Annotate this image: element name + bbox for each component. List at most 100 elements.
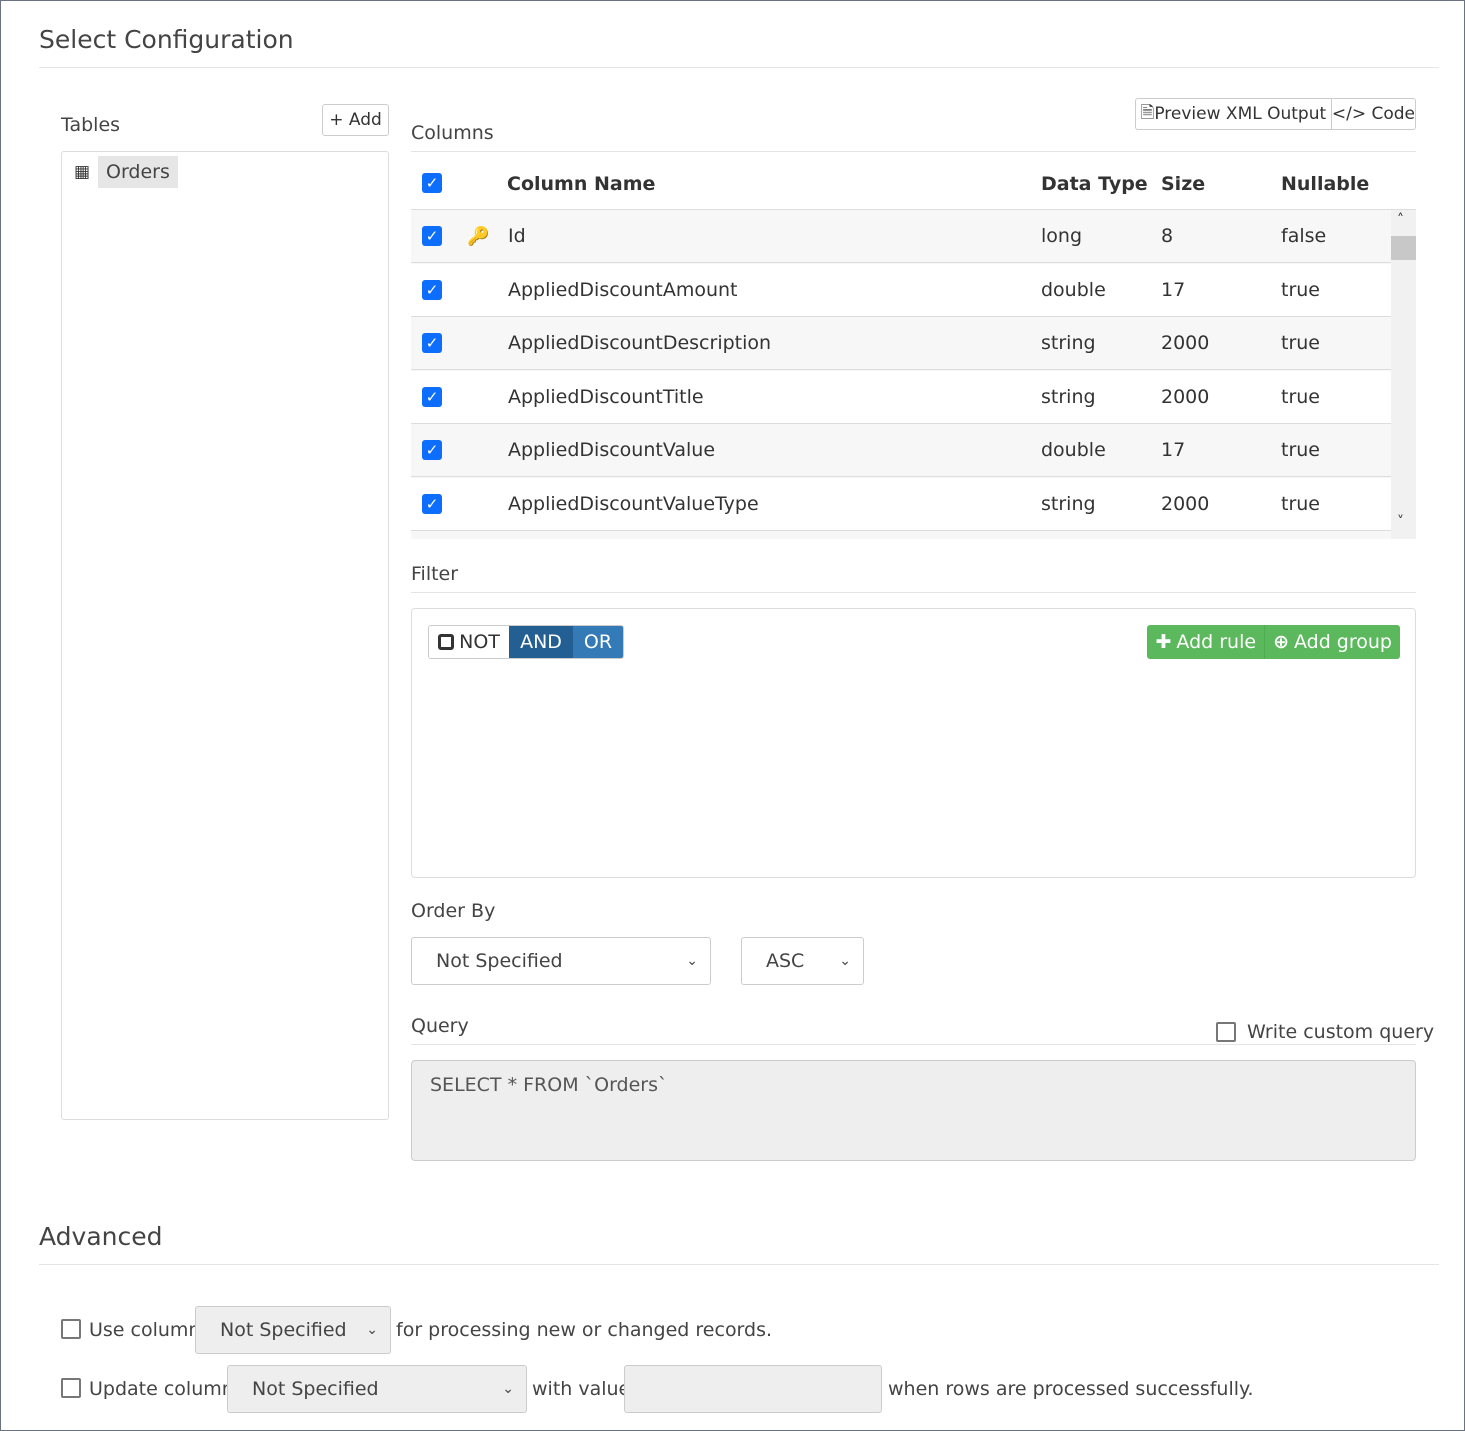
update-value-input[interactable] bbox=[624, 1365, 882, 1413]
row-checkbox[interactable]: ✓ bbox=[422, 494, 442, 514]
code-label: Code bbox=[1371, 104, 1415, 124]
filter-label: Filter bbox=[411, 563, 459, 585]
table-row[interactable]: ✓ 🔑 Id long 8 false bbox=[411, 210, 1391, 263]
code-icon: </> bbox=[1331, 104, 1372, 124]
nullable: true bbox=[1281, 385, 1320, 408]
column-name: Id bbox=[508, 225, 526, 247]
with-value-label: with value bbox=[532, 1378, 631, 1400]
scroll-down-icon[interactable]: ˅ bbox=[1397, 514, 1404, 530]
row-checkbox[interactable]: ✓ bbox=[422, 226, 442, 246]
size: 2000 bbox=[1161, 385, 1210, 408]
header-nullable[interactable]: Nullable bbox=[1281, 173, 1370, 195]
data-type: double bbox=[1041, 439, 1106, 462]
order-direction-value: ASC bbox=[766, 950, 805, 972]
table-row[interactable]: ✓ AppliedDiscountValueType string 2000 tr… bbox=[411, 478, 1391, 531]
data-type: long bbox=[1041, 225, 1083, 247]
data-type: double bbox=[1041, 278, 1106, 301]
query-label: Query bbox=[411, 1015, 469, 1037]
update-column-value: Not Specified bbox=[252, 1378, 379, 1400]
not-checkbox-icon bbox=[438, 634, 455, 650]
nullable: false bbox=[1281, 225, 1327, 247]
nullable: true bbox=[1281, 332, 1320, 355]
chevron-down-icon: ⌄ bbox=[839, 953, 851, 969]
nullable: true bbox=[1281, 493, 1320, 515]
tables-list: ▦ Orders bbox=[61, 151, 389, 1120]
data-type: string bbox=[1041, 332, 1096, 355]
header-size[interactable]: Size bbox=[1161, 173, 1206, 195]
select-all-checkbox[interactable]: ✓ bbox=[422, 173, 442, 193]
code-button[interactable]: </> Code bbox=[1332, 99, 1415, 129]
size: 2000 bbox=[1161, 493, 1210, 515]
scrollbar[interactable]: ˄ ˅ bbox=[1391, 210, 1416, 539]
update-column-select[interactable]: Not Specified ⌄ bbox=[227, 1365, 527, 1413]
plus-icon: ✚ bbox=[1155, 631, 1172, 653]
header-data-type[interactable]: Data Type bbox=[1041, 173, 1148, 195]
tables-label: Tables bbox=[61, 114, 121, 136]
column-name: AppliedDiscountTitle bbox=[508, 385, 704, 408]
filter-actions: ✚ Add rule ⊕ Add group bbox=[1147, 625, 1400, 659]
table-row[interactable]: ✓ AppliedDiscountDescription string 2000 … bbox=[411, 317, 1391, 371]
column-name: AppliedDiscountValueType bbox=[508, 493, 759, 515]
custom-query-label: Write custom query bbox=[1247, 1021, 1435, 1043]
scroll-thumb[interactable] bbox=[1391, 236, 1416, 260]
header-column-name[interactable]: Column Name bbox=[507, 173, 656, 195]
table-item-orders[interactable]: Orders bbox=[98, 156, 178, 188]
table-row[interactable]: ✓ AppliedDiscountValue double 17 true bbox=[411, 424, 1391, 478]
custom-query-checkbox[interactable] bbox=[1216, 1022, 1236, 1042]
not-label: NOT bbox=[459, 631, 500, 653]
divider bbox=[39, 1264, 1439, 1265]
row-checkbox[interactable]: ✓ bbox=[422, 333, 442, 354]
divider bbox=[39, 67, 1439, 68]
row-checkbox[interactable]: ✓ bbox=[422, 440, 442, 461]
update-column-checkbox[interactable] bbox=[61, 1378, 81, 1398]
use-column-value: Not Specified bbox=[220, 1319, 347, 1341]
column-name: AppliedDiscountDescription bbox=[508, 332, 772, 355]
use-column-label: Use column bbox=[89, 1319, 201, 1341]
advanced-title: Advanced bbox=[39, 1222, 163, 1251]
add-group-button[interactable]: ⊕ Add group bbox=[1265, 625, 1400, 659]
divider bbox=[411, 209, 1416, 210]
chevron-down-icon: ⌄ bbox=[366, 1322, 378, 1338]
order-column-select[interactable]: Not Specified ⌄ bbox=[411, 937, 711, 985]
page-title: Select Configuration bbox=[39, 25, 294, 54]
not-toggle[interactable]: NOT bbox=[429, 626, 509, 658]
scroll-up-icon[interactable]: ˄ bbox=[1397, 212, 1404, 228]
order-direction-select[interactable]: ASC ⌄ bbox=[741, 937, 864, 985]
and-button[interactable]: AND bbox=[509, 626, 573, 658]
nullable: true bbox=[1281, 439, 1320, 462]
or-button[interactable]: OR bbox=[573, 626, 623, 658]
chevron-down-icon: ⌄ bbox=[686, 953, 698, 969]
preview-xml-button[interactable]: 🗎 Preview XML Output bbox=[1136, 99, 1332, 129]
divider bbox=[411, 592, 1416, 593]
update-column-label: Update column bbox=[89, 1378, 234, 1400]
data-type: string bbox=[1041, 385, 1096, 408]
columns-label: Columns bbox=[411, 122, 494, 144]
plus-circle-icon: ⊕ bbox=[1273, 631, 1289, 653]
add-rule-button[interactable]: ✚ Add rule bbox=[1147, 625, 1266, 659]
table-row[interactable]: ✓ AppliedDiscountTitle string 2000 true bbox=[411, 370, 1391, 424]
size: 17 bbox=[1161, 439, 1186, 462]
row-checkbox[interactable]: ✓ bbox=[422, 386, 442, 407]
table-row[interactable]: ✓ AppliedDiscountAmount double 17 true bbox=[411, 263, 1391, 317]
row-checkbox[interactable]: ✓ bbox=[422, 279, 442, 300]
chevron-down-icon: ⌄ bbox=[502, 1381, 514, 1397]
order-by-label: Order By bbox=[411, 900, 496, 922]
use-column-suffix: for processing new or changed records. bbox=[396, 1319, 773, 1341]
divider bbox=[411, 151, 1416, 152]
divider bbox=[411, 1044, 1416, 1045]
output-button-group: 🗎 Preview XML Output </> Code bbox=[1135, 98, 1416, 130]
preview-label: Preview XML Output bbox=[1154, 104, 1327, 124]
primary-key-icon: 🔑 bbox=[467, 225, 490, 247]
table-icon: ▦ bbox=[74, 162, 91, 182]
size: 2000 bbox=[1161, 332, 1210, 355]
use-column-select[interactable]: Not Specified ⌄ bbox=[195, 1306, 391, 1354]
add-group-label: Add group bbox=[1293, 631, 1392, 653]
add-table-button[interactable]: + Add bbox=[322, 104, 389, 136]
nullable: true bbox=[1281, 278, 1320, 301]
file-code-icon: 🗎 bbox=[1140, 102, 1155, 123]
update-column-suffix: when rows are processed successfully. bbox=[888, 1378, 1254, 1400]
use-column-checkbox[interactable] bbox=[61, 1319, 81, 1339]
column-name: AppliedDiscountAmount bbox=[508, 278, 738, 301]
size: 8 bbox=[1161, 225, 1174, 247]
query-textarea[interactable]: SELECT * FROM `Orders` bbox=[411, 1060, 1416, 1161]
